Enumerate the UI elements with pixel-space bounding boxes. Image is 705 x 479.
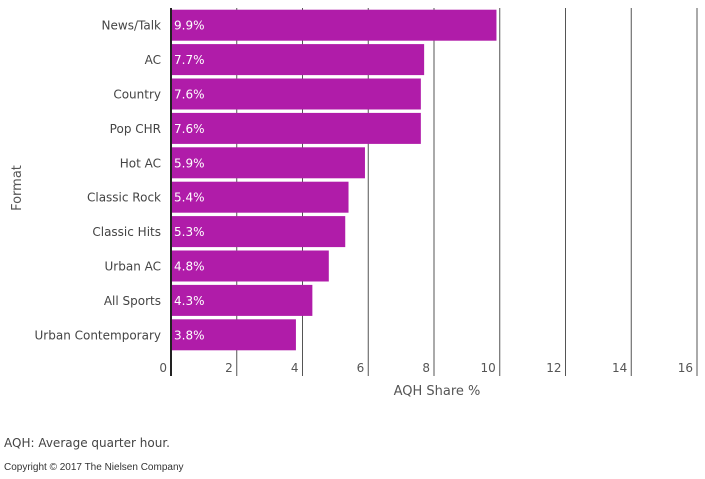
category-label: Classic Hits — [92, 225, 161, 239]
bar-value-label: 9.9% — [174, 19, 205, 33]
x-tick-label: 6 — [357, 361, 365, 375]
bar — [171, 9, 497, 41]
category-label: Pop CHR — [110, 122, 161, 136]
x-tick-label: 8 — [422, 361, 430, 375]
category-label: AC — [145, 53, 161, 67]
bar — [171, 147, 365, 179]
bar-value-label: 4.8% — [174, 260, 205, 274]
bar — [171, 181, 349, 213]
bar-value-label: 4.3% — [174, 294, 205, 308]
bar-value-label: 7.6% — [174, 88, 205, 102]
x-tick-label: 2 — [225, 361, 233, 375]
bars: 9.9% 7.7% 7.6% 7.6% 5.9% 5.4% 5.3% 4.8% 4.3% 3.8% — [171, 9, 497, 351]
category-label: All Sports — [104, 294, 161, 308]
bar — [171, 319, 296, 351]
x-axis-title: AQH Share % — [394, 384, 481, 399]
copyright: Copyright © 2017 The Nielsen Company — [4, 462, 184, 473]
bar-value-label: 5.3% — [174, 225, 205, 239]
category-label: Hot AC — [120, 156, 161, 170]
category-labels: News/Talk AC Country Pop CHR Hot AC Classic R… — [35, 19, 162, 343]
y-axis-title: Format — [10, 165, 25, 211]
x-tick-label: 10 — [480, 361, 495, 375]
bar-value-label: 5.4% — [174, 191, 205, 205]
x-tick-label: 12 — [546, 361, 561, 375]
x-tick-label: 0 — [159, 361, 167, 375]
bar-value-label: 7.7% — [174, 53, 205, 67]
footnote: AQH: Average quarter hour. — [4, 436, 170, 450]
bar-value-label: 7.6% — [174, 122, 205, 136]
x-tick-labels: 0 2 4 6 8 10 12 14 16 — [159, 361, 693, 375]
bar-chart: 9.9% 7.7% 7.6% 7.6% 5.9% 5.4% 5.3% 4.8% 4.3% 3.8%… — [10, 8, 698, 399]
bar — [171, 284, 313, 316]
bar-value-label: 3.8% — [174, 328, 205, 342]
x-tick-label: 14 — [612, 361, 627, 375]
bar — [171, 250, 329, 282]
category-label: Urban AC — [105, 260, 161, 274]
bar — [171, 112, 421, 144]
category-label: Classic Rock — [87, 191, 161, 205]
category-label: Country — [113, 88, 161, 102]
x-tick-label: 4 — [291, 361, 299, 375]
bar — [171, 44, 425, 76]
bar — [171, 78, 421, 110]
x-tick-label: 16 — [678, 361, 693, 375]
category-label: Urban Contemporary — [35, 328, 162, 342]
bar-value-label: 5.9% — [174, 156, 205, 170]
bar — [171, 216, 346, 248]
category-label: News/Talk — [102, 19, 162, 33]
